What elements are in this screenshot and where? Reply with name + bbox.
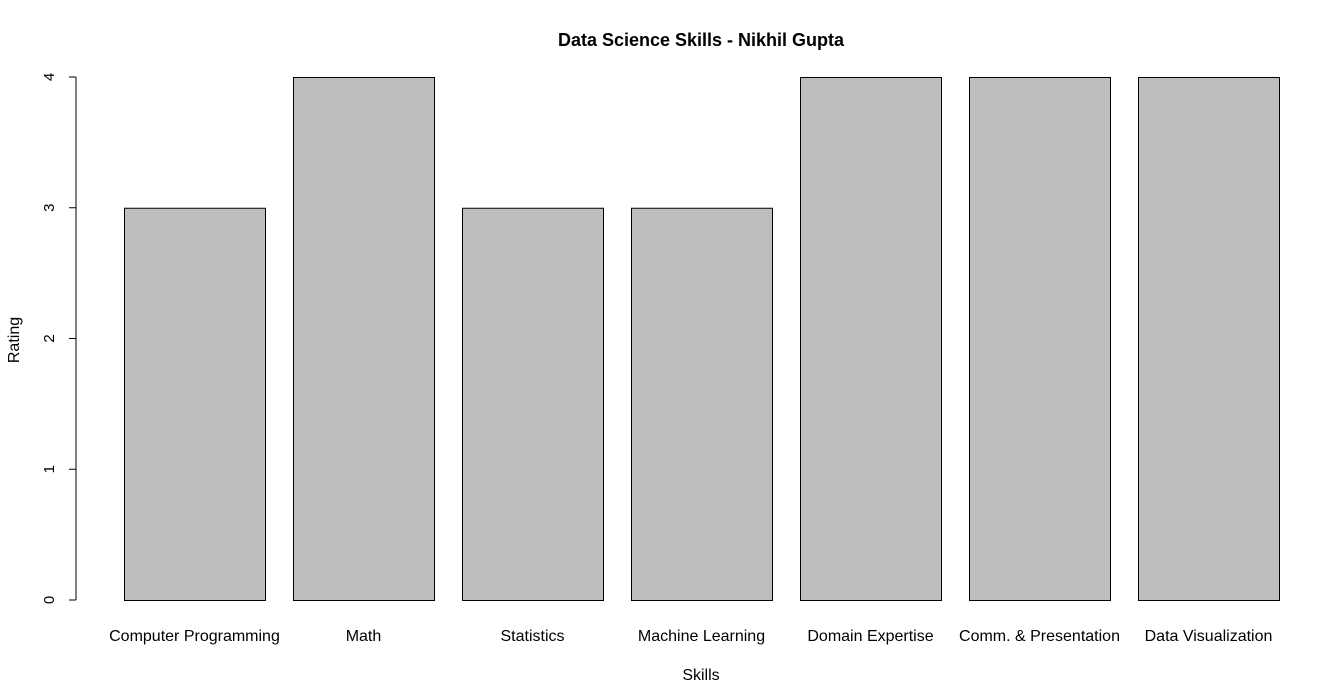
bar xyxy=(462,207,604,601)
x-tick-label: Data Visualization xyxy=(1145,628,1273,645)
bar xyxy=(124,207,266,601)
y-tick-label: 0 xyxy=(41,596,58,604)
chart-title: Data Science Skills - Nikhil Gupta xyxy=(558,30,845,50)
y-tick-label: 2 xyxy=(41,334,58,342)
y-tick-label: 4 xyxy=(41,73,58,81)
y-axis-label: Rating xyxy=(6,317,23,363)
bar xyxy=(293,77,435,601)
x-tick-label: Statistics xyxy=(500,628,564,645)
x-tick-label: Comm. & Presentation xyxy=(959,628,1120,645)
y-axis: 0 1 2 3 4 xyxy=(41,73,77,604)
x-axis-label: Skills xyxy=(682,667,719,684)
bar xyxy=(631,207,773,601)
x-tick-label: Machine Learning xyxy=(638,628,765,645)
category-labels: Computer Programming Math Statistics Machin… xyxy=(109,628,1272,645)
y-tick-label: 1 xyxy=(41,465,58,473)
bar xyxy=(800,77,942,601)
x-tick-label: Domain Expertise xyxy=(807,628,933,645)
x-tick-label: Computer Programming xyxy=(109,628,280,645)
bar xyxy=(969,77,1111,601)
x-tick-label: Math xyxy=(346,628,382,645)
bar xyxy=(1138,77,1280,601)
y-tick-label: 3 xyxy=(41,204,58,212)
bars-group xyxy=(124,77,1280,601)
